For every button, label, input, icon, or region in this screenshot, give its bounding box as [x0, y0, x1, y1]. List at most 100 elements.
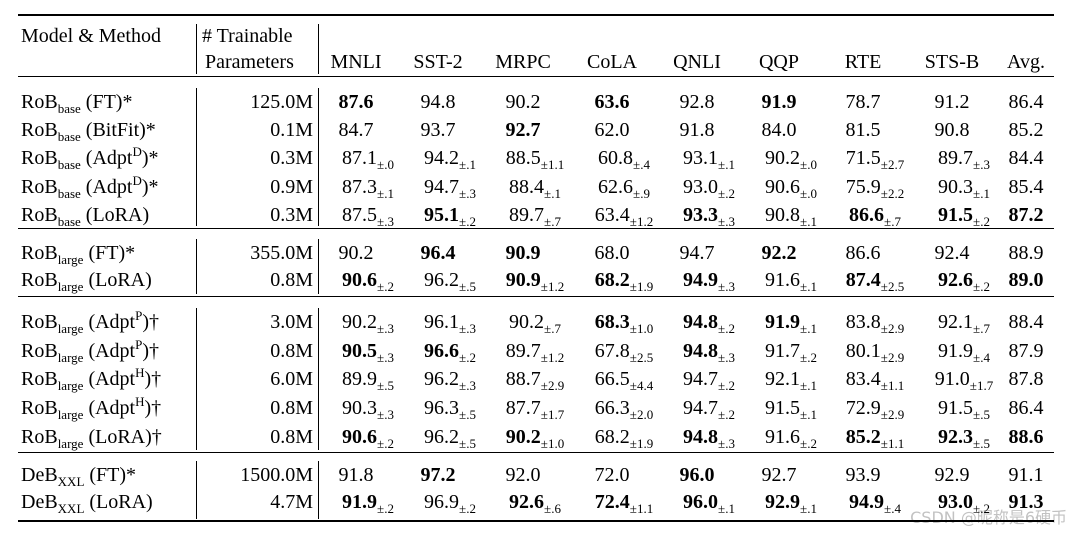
- score-cell: 72.0: [595, 464, 630, 486]
- method-close: )†: [142, 339, 160, 362]
- score-cell: 94.8±.2: [683, 311, 735, 336]
- score-std: ±.1: [800, 321, 817, 336]
- model-method: (Adpt: [85, 147, 133, 170]
- score: 89.9: [342, 368, 378, 391]
- model-method: (LoRA): [88, 269, 152, 291]
- score-cell: 90.2: [339, 242, 374, 264]
- score-std: ±.2: [973, 279, 990, 294]
- score-cell: 81.5: [846, 119, 881, 141]
- score-cell: 90.6±.2: [342, 425, 394, 451]
- model-cell: RoBbase (AdptD)*: [21, 144, 159, 173]
- params-cell: 0.8M: [270, 339, 313, 362]
- header-cell: Model & Method: [21, 25, 161, 47]
- score-std: ±.2: [377, 279, 394, 294]
- score-cell: 96.1±.3: [424, 311, 476, 336]
- score-cell: 91.8: [680, 119, 715, 141]
- model-method: (LoRA): [85, 203, 150, 226]
- score: 85.2: [1008, 119, 1044, 142]
- score-cell: 91.8: [339, 464, 374, 486]
- score: 90.6: [342, 425, 378, 448]
- score-cell: 92.0: [506, 464, 541, 486]
- score: 97.2: [420, 464, 456, 486]
- score-cell: 94.7: [680, 242, 715, 264]
- score-std: ±.2: [718, 185, 735, 201]
- score-std: ±.7: [973, 321, 990, 336]
- score-cell: 96.3±.5: [424, 397, 476, 422]
- score: 90.5: [342, 339, 378, 362]
- rule: [18, 296, 1054, 297]
- score-std: ±.2: [377, 501, 394, 516]
- rule: [196, 461, 197, 519]
- score-std: ±.4: [973, 349, 990, 365]
- score-std: ±1.9: [629, 435, 654, 451]
- score-std: ±4.4: [629, 378, 654, 394]
- score: 94.7: [424, 175, 460, 198]
- score: 90.6: [765, 175, 801, 198]
- method-superscript: D: [132, 144, 142, 160]
- score-cell: 96.9±.2: [424, 491, 476, 516]
- model-cell: RoBlarge (AdptH)†: [21, 394, 161, 422]
- model-size: base: [57, 157, 81, 173]
- header-cell: RTE: [844, 51, 882, 73]
- score: 93.7: [420, 119, 456, 142]
- model-size: large: [57, 252, 84, 267]
- score: 90.6: [342, 269, 378, 291]
- model-size: large: [57, 279, 84, 294]
- score-std: ±.3: [718, 349, 735, 365]
- score-std: ±.2: [377, 435, 394, 451]
- score-cell: 86.4: [1009, 91, 1044, 113]
- score-std: ±2.7: [880, 157, 905, 173]
- score: 68.2: [594, 425, 630, 448]
- score: 87.4: [845, 269, 881, 291]
- model-name: RoB: [21, 368, 58, 391]
- score-cell: 93.0±.2: [683, 176, 735, 201]
- score-std: ±.2: [800, 349, 817, 365]
- model-name: RoB: [21, 175, 58, 198]
- score: 86.6: [845, 242, 881, 264]
- score-cell: 84.4: [1009, 147, 1044, 169]
- score: 92.1: [765, 368, 801, 391]
- score-cell: 89.7±.3: [938, 147, 990, 172]
- score-cell: 68.3±1.0: [595, 311, 653, 336]
- score: 94.9: [683, 269, 719, 291]
- score: 62.6: [598, 175, 634, 198]
- score-cell: 87.6: [339, 91, 374, 113]
- model-method: (FT)*: [89, 464, 137, 486]
- score: 96.0: [683, 491, 719, 513]
- model-size: large: [57, 321, 84, 336]
- score-cell: 91.5±.2: [938, 204, 990, 229]
- header-cell: QNLI: [673, 51, 721, 73]
- score: 87.3: [342, 175, 378, 198]
- model-method: (FT)*: [88, 242, 136, 264]
- score: 66.5: [594, 368, 630, 391]
- score-std: ±1.1: [880, 378, 905, 394]
- score: 87.6: [338, 91, 374, 113]
- score: 62.0: [594, 119, 630, 142]
- score-std: ±2.9: [880, 321, 905, 336]
- score: 91.5: [938, 397, 974, 420]
- score: 94.8: [683, 311, 719, 333]
- score: 92.0: [505, 464, 541, 486]
- score-cell: 84.7: [339, 119, 374, 141]
- method-close: )*: [141, 175, 159, 198]
- score-std: ±.1: [800, 407, 817, 423]
- score-std: ±.5: [377, 378, 394, 394]
- score-cell: 94.7±.3: [424, 175, 476, 201]
- score-cell: 80.1±2.9: [846, 340, 904, 365]
- score-std: ±.2: [718, 321, 735, 336]
- score: 89.7: [938, 147, 974, 170]
- score-cell: 92.8: [680, 91, 715, 113]
- score-std: ±.3: [718, 213, 735, 229]
- score-cell: 60.8±.4: [598, 147, 650, 172]
- score-std: ±.2: [718, 407, 735, 423]
- score: 94.7: [679, 242, 715, 264]
- model-method: (BitFit)*: [85, 119, 156, 142]
- score: 94.8: [420, 91, 456, 113]
- score-cell: 71.5±2.7: [846, 147, 905, 173]
- score: 84.7: [338, 119, 374, 142]
- score-cell: 90.9: [506, 242, 541, 264]
- model-method: (Adpt: [85, 175, 133, 198]
- score-std: ±.2: [459, 349, 476, 365]
- score-cell: 90.5±.3: [342, 339, 394, 365]
- score: 90.2: [509, 311, 545, 333]
